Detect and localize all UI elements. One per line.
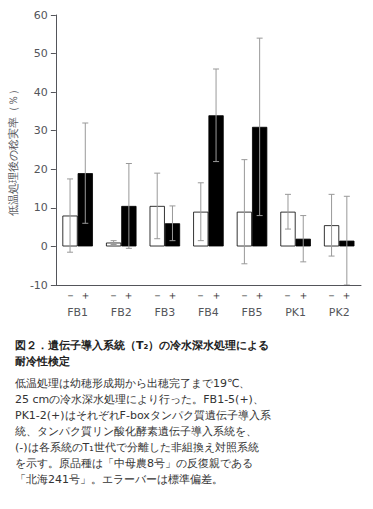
- svg-text:＋: ＋: [123, 289, 134, 302]
- svg-text:60: 60: [34, 9, 48, 22]
- svg-text:FB5: FB5: [242, 306, 263, 319]
- svg-text:25 cmの冷水深水処理により行った。FB1-5(+)、: 25 cmの冷水深水処理により行った。FB1-5(+)、: [15, 393, 264, 406]
- svg-text:＋: ＋: [341, 289, 352, 302]
- svg-text:図２．遺伝子導入系統（T₂）の冷水深水処理による: 図２．遺伝子導入系統（T₂）の冷水深水処理による: [15, 339, 269, 352]
- svg-text:－: －: [195, 289, 206, 302]
- svg-text:40: 40: [34, 86, 48, 99]
- svg-text:-10: -10: [30, 279, 48, 292]
- svg-text:－: －: [239, 289, 250, 302]
- svg-text:FB4: FB4: [198, 306, 219, 319]
- svg-text:－: －: [152, 289, 163, 302]
- svg-text:20: 20: [34, 163, 48, 176]
- svg-text:＋: ＋: [167, 289, 178, 302]
- svg-text:を示す。原品種は「中母農8号」の反復親である: を示す。原品種は「中母農8号」の反復親である: [15, 457, 253, 470]
- svg-text:＋: ＋: [211, 289, 222, 302]
- svg-text:－: －: [282, 289, 293, 302]
- svg-text:＋: ＋: [254, 289, 265, 302]
- svg-text:「北海241号」。エラーバーは標準偏差。: 「北海241号」。エラーバーは標準偏差。: [15, 473, 223, 486]
- svg-text:統、タンパク質リン酸化酵素遺伝子導入系統を、: 統、タンパク質リン酸化酵素遺伝子導入系統を、: [15, 425, 257, 438]
- svg-text:FB3: FB3: [154, 306, 175, 319]
- svg-text:＋: ＋: [80, 289, 91, 302]
- svg-text:30: 30: [34, 124, 48, 137]
- svg-text:50: 50: [34, 47, 48, 60]
- svg-text:PK1-2(+)はそれぞれF-boxタンパク質遺伝子導入系: PK1-2(+)はそれぞれF-boxタンパク質遺伝子導入系: [15, 409, 271, 422]
- svg-text:FB1: FB1: [67, 306, 88, 319]
- svg-text:耐冷性検定: 耐冷性検定: [15, 355, 70, 368]
- svg-text:低温処理後の稔実率（％）: 低温処理後の稔実率（％）: [7, 84, 20, 216]
- svg-text:(-)は各系統のT₁世代で分離した非組換え対照系統: (-)は各系統のT₁世代で分離した非組換え対照系統: [15, 441, 259, 454]
- svg-text:低温処理は幼穂形成期から出穂完了まで19℃、: 低温処理は幼穂形成期から出穂完了まで19℃、: [15, 377, 250, 390]
- svg-text:－: －: [326, 289, 337, 302]
- svg-text:＋: ＋: [298, 289, 309, 302]
- svg-text:10: 10: [34, 201, 48, 214]
- svg-text:－: －: [65, 289, 76, 302]
- svg-text:－: －: [108, 289, 119, 302]
- svg-text:PK2: PK2: [329, 306, 350, 319]
- svg-text:FB2: FB2: [111, 306, 132, 319]
- svg-text:PK1: PK1: [285, 306, 306, 319]
- svg-text:0: 0: [41, 240, 48, 253]
